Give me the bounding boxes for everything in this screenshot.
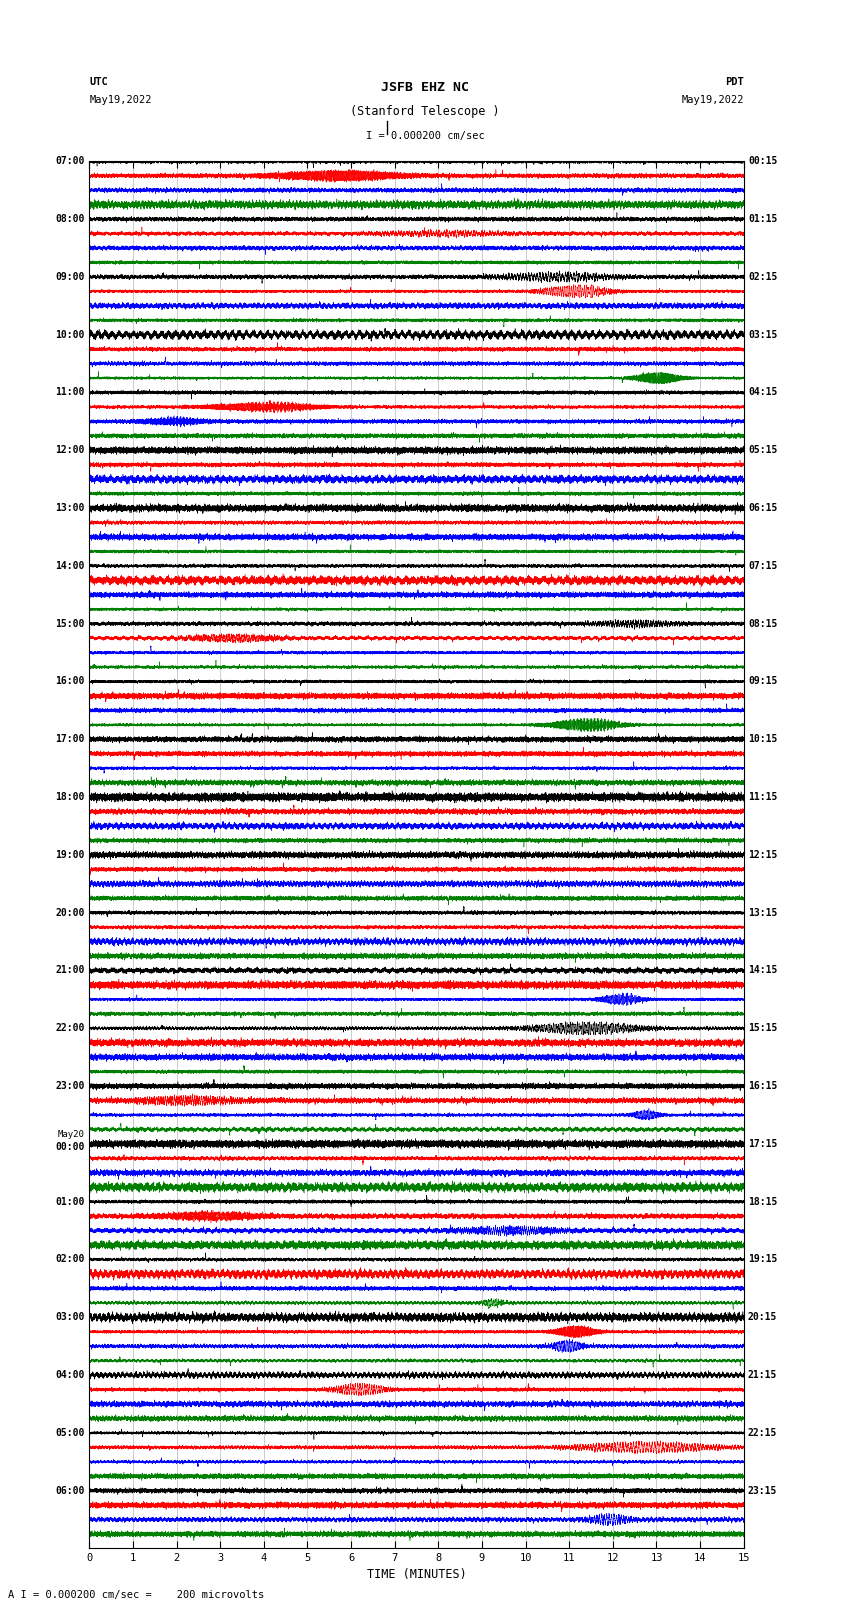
Text: 07:00: 07:00 <box>55 156 85 166</box>
Text: May19,2022: May19,2022 <box>89 95 152 105</box>
Text: 10:00: 10:00 <box>55 329 85 340</box>
Text: 10:15: 10:15 <box>748 734 778 744</box>
Text: (Stanford Telescope ): (Stanford Telescope ) <box>350 105 500 118</box>
Text: May19,2022: May19,2022 <box>681 95 744 105</box>
Text: 05:00: 05:00 <box>55 1428 85 1437</box>
Text: I = 0.000200 cm/sec: I = 0.000200 cm/sec <box>366 131 484 140</box>
Text: 23:15: 23:15 <box>748 1486 778 1495</box>
Text: 19:15: 19:15 <box>748 1255 778 1265</box>
Text: 09:15: 09:15 <box>748 676 778 687</box>
Text: 21:15: 21:15 <box>748 1369 778 1381</box>
Text: 00:15: 00:15 <box>748 156 778 166</box>
Text: PDT: PDT <box>725 77 744 87</box>
Text: A I = 0.000200 cm/sec =    200 microvolts: A I = 0.000200 cm/sec = 200 microvolts <box>8 1590 264 1600</box>
Text: 11:15: 11:15 <box>748 792 778 802</box>
Text: 09:00: 09:00 <box>55 273 85 282</box>
Text: 01:00: 01:00 <box>55 1197 85 1207</box>
Text: 16:15: 16:15 <box>748 1081 778 1090</box>
Text: 05:15: 05:15 <box>748 445 778 455</box>
Text: 08:00: 08:00 <box>55 215 85 224</box>
Text: 18:00: 18:00 <box>55 792 85 802</box>
Text: 17:00: 17:00 <box>55 734 85 744</box>
Text: 22:00: 22:00 <box>55 1023 85 1034</box>
Text: 02:15: 02:15 <box>748 273 778 282</box>
Text: 06:15: 06:15 <box>748 503 778 513</box>
Text: 15:15: 15:15 <box>748 1023 778 1034</box>
Text: 14:00: 14:00 <box>55 561 85 571</box>
Text: 13:00: 13:00 <box>55 503 85 513</box>
Text: 23:00: 23:00 <box>55 1081 85 1090</box>
Text: 04:00: 04:00 <box>55 1369 85 1381</box>
Text: May20: May20 <box>58 1129 85 1139</box>
X-axis label: TIME (MINUTES): TIME (MINUTES) <box>366 1568 467 1581</box>
Text: 18:15: 18:15 <box>748 1197 778 1207</box>
Text: 17:15: 17:15 <box>748 1139 778 1148</box>
Text: UTC: UTC <box>89 77 108 87</box>
Text: 20:15: 20:15 <box>748 1313 778 1323</box>
Text: 04:15: 04:15 <box>748 387 778 397</box>
Text: 21:00: 21:00 <box>55 966 85 976</box>
Text: JSFB EHZ NC: JSFB EHZ NC <box>381 81 469 94</box>
Text: 07:15: 07:15 <box>748 561 778 571</box>
Text: 15:00: 15:00 <box>55 619 85 629</box>
Text: 14:15: 14:15 <box>748 966 778 976</box>
Text: 02:00: 02:00 <box>55 1255 85 1265</box>
Text: 20:00: 20:00 <box>55 908 85 918</box>
Text: 00:00: 00:00 <box>55 1142 85 1152</box>
Text: 22:15: 22:15 <box>748 1428 778 1437</box>
Text: 19:00: 19:00 <box>55 850 85 860</box>
Text: 01:15: 01:15 <box>748 215 778 224</box>
Text: 12:15: 12:15 <box>748 850 778 860</box>
Text: 13:15: 13:15 <box>748 908 778 918</box>
Text: 11:00: 11:00 <box>55 387 85 397</box>
Text: 06:00: 06:00 <box>55 1486 85 1495</box>
Text: 03:00: 03:00 <box>55 1313 85 1323</box>
Text: 16:00: 16:00 <box>55 676 85 687</box>
Text: 03:15: 03:15 <box>748 329 778 340</box>
Text: 12:00: 12:00 <box>55 445 85 455</box>
Text: 08:15: 08:15 <box>748 619 778 629</box>
